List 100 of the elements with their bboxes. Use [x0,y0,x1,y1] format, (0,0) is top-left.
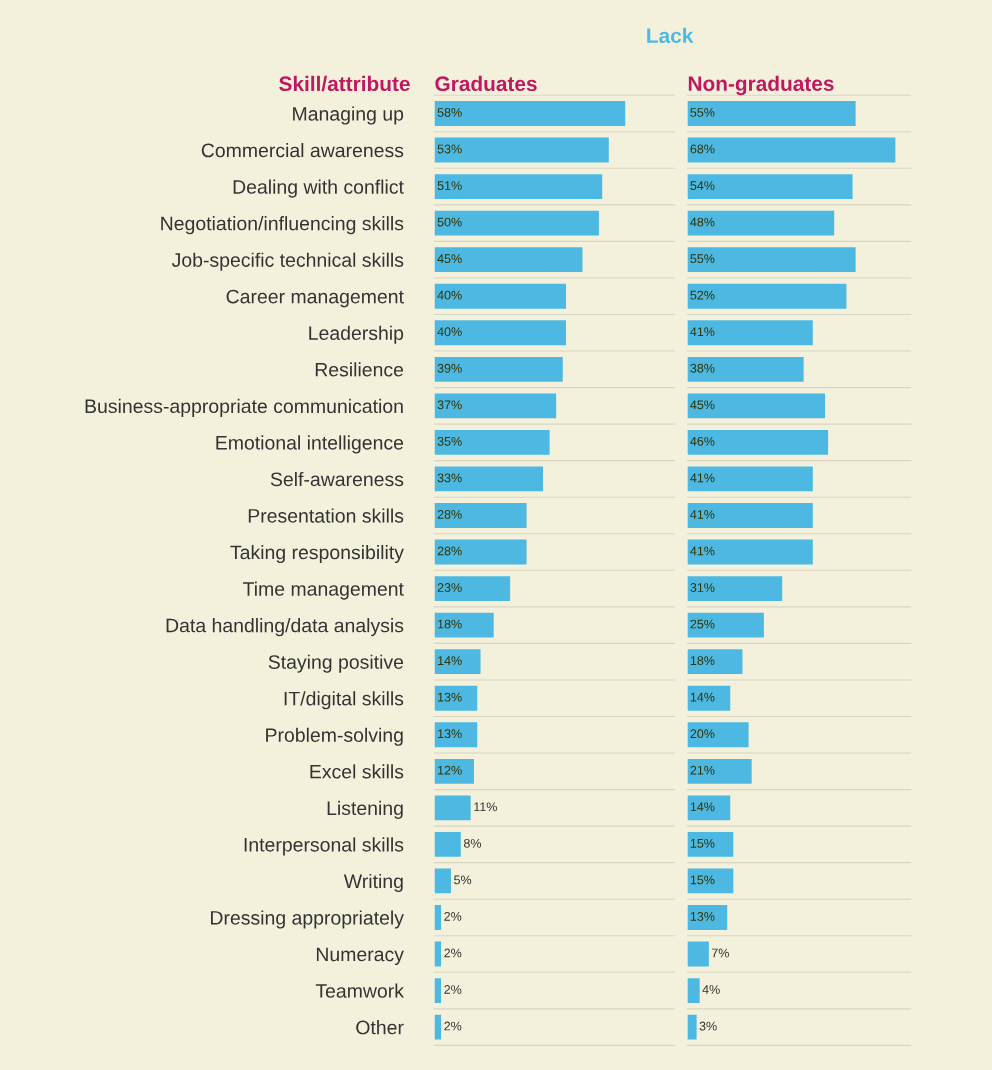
bar [434,868,451,894]
y-tick-label: Interpersonal skills [244,837,404,856]
data-label: 55% [690,254,715,264]
y-tick-label: IT/digital skills [284,691,404,710]
y-tick-label: Teamwork [315,983,404,998]
data-label: 12% [438,765,462,775]
data-label: 41% [690,327,715,337]
data-label: 13% [690,911,715,921]
data-label: 14% [690,802,715,812]
bar [687,576,783,602]
bar [687,174,853,200]
bar [687,210,835,236]
data-label: 35% [437,436,462,446]
y-tick-label: Job-specific technical skills [171,252,404,271]
bar [687,978,700,1003]
bar [687,722,749,748]
bar [434,429,550,455]
data-label: 13% [438,692,462,702]
y-tick-label: Staying positive [268,654,404,673]
data-label: 11% [474,802,497,812]
data-label: 40% [437,290,462,300]
data-label: 38% [690,363,715,373]
y-tick-label: Commercial awareness [201,143,404,158]
bar [687,320,813,346]
y-tick-label: Other [356,1020,404,1035]
y-tick-label: Managing up [293,106,404,125]
bar [687,283,847,309]
bar [687,137,896,163]
bar [687,685,731,711]
bar [434,210,599,236]
data-label: 5% [454,875,472,885]
bar [687,649,743,675]
data-label: 31% [690,583,715,592]
chart-title: Graduates [435,75,537,92]
data-label: 46% [690,436,715,446]
bar [434,905,442,930]
text: Lack [647,27,694,44]
bar [434,539,527,565]
bar [434,393,557,419]
y-tick-label: Career management [226,289,404,308]
bar [434,612,494,638]
bar [434,795,471,821]
data-label: 3% [699,1021,717,1031]
bar [434,101,626,126]
chart-title: Non-graduates [688,75,834,96]
y-tick-label: Dressing appropriately [211,910,404,929]
data-label: 15% [690,875,715,885]
y-tick-label: Taking responsibility [230,544,404,564]
data-label: 28% [437,510,462,519]
data-label: 23% [437,583,462,592]
data-label: 50% [437,217,462,227]
data-label: 2% [444,1021,462,1031]
y-tick-label: Negotiation/influencing skills [161,216,404,235]
data-label: 58% [437,108,462,117]
data-label: 51% [437,181,462,190]
data-label: 68% [690,144,715,154]
data-label: 41% [690,546,715,556]
y-tick-label: Problem-solving [266,727,403,746]
y-tick-label: Business-appropriate communication [85,398,403,417]
data-label: 33% [437,473,462,483]
data-label: 41% [690,510,715,519]
data-label: 2% [444,985,462,994]
bar [434,503,527,528]
y-tick-label: Emotional intelligence [216,435,404,454]
data-label: 21% [690,765,715,775]
data-label: 18% [690,656,715,666]
data-label: 52% [690,290,715,300]
bar [434,174,603,200]
y-tick-label: Data handling/data analysis [166,618,404,637]
bar [687,356,804,382]
bar [687,941,709,967]
bar [687,758,752,784]
bar [687,247,856,273]
data-label: 13% [438,729,462,739]
bar [687,101,856,126]
data-label: 48% [690,217,715,227]
data-label: 14% [438,656,462,665]
bar [434,247,583,273]
bar [434,320,567,346]
data-label: 4% [702,985,720,994]
y-tick-label: Self-awareness [270,471,404,487]
bar [434,137,609,163]
bar [687,905,728,930]
bar [434,466,544,492]
data-label: 25% [690,619,715,629]
data-label: 28% [437,546,462,556]
data-label: 18% [438,619,462,629]
data-label: 41% [690,473,715,483]
bar [434,1014,442,1040]
bar [687,539,813,565]
data-label: 53% [437,144,462,154]
data-label: 45% [690,400,715,410]
data-label: 2% [444,911,462,921]
bar [687,831,734,857]
bar [434,831,461,857]
y-tick-label: Dealing with conflict [233,179,404,198]
data-label: 55% [690,108,715,117]
bar [687,466,813,492]
bar [687,393,826,419]
data-label: 45% [437,254,462,264]
